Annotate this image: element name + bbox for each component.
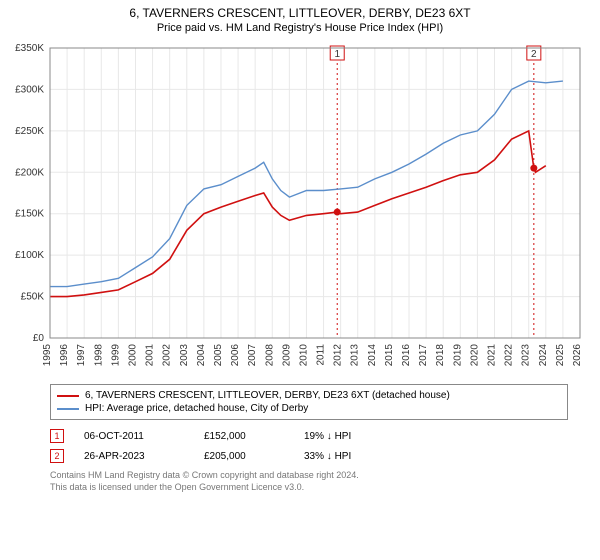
x-tick-label: 1997: [76, 344, 87, 367]
x-tick-label: 2000: [127, 344, 138, 367]
x-tick-label: 2020: [469, 344, 480, 367]
event-marker-1: 1: [50, 429, 64, 443]
x-tick-label: 1996: [59, 344, 70, 367]
x-tick-label: 2007: [247, 344, 258, 367]
x-tick-label: 2014: [367, 344, 378, 367]
x-tick-label: 2024: [538, 344, 549, 367]
x-tick-label: 2011: [316, 344, 327, 366]
legend-swatch-property: [57, 395, 79, 397]
legend-swatch-hpi: [57, 408, 79, 410]
chart-title: 6, TAVERNERS CRESCENT, LITTLEOVER, DERBY…: [0, 0, 600, 20]
x-tick-label: 2010: [298, 344, 309, 367]
x-tick-label: 2009: [281, 344, 292, 367]
event-box-label: 1: [334, 49, 340, 60]
events-table: 1 06-OCT-2011 £152,000 19% ↓ HPI 2 26-AP…: [50, 426, 568, 466]
x-tick-label: 2017: [418, 344, 429, 367]
footnote: Contains HM Land Registry data © Crown c…: [50, 470, 568, 493]
x-tick-label: 2025: [555, 344, 566, 367]
event-diff: 19% ↓ HPI: [304, 431, 404, 442]
event-box-label: 2: [531, 49, 537, 60]
x-tick-label: 1995: [42, 344, 53, 367]
x-tick-label: 2012: [333, 344, 344, 367]
x-tick-label: 2004: [196, 344, 207, 367]
event-date: 26-APR-2023: [84, 451, 184, 462]
event-diff: 33% ↓ HPI: [304, 451, 404, 462]
chart-subtitle: Price paid vs. HM Land Registry's House …: [0, 20, 600, 38]
x-tick-label: 2021: [487, 344, 498, 367]
plot-area: [50, 48, 580, 338]
event-price: £152,000: [204, 431, 284, 442]
legend-label: HPI: Average price, detached house, City…: [85, 403, 308, 414]
x-tick-label: 2003: [179, 344, 190, 367]
x-tick-label: 2026: [572, 344, 583, 367]
event-row: 2 26-APR-2023 £205,000 33% ↓ HPI: [50, 446, 568, 466]
x-tick-label: 2018: [435, 344, 446, 367]
x-tick-label: 2019: [452, 344, 463, 367]
y-tick-label: £300K: [15, 84, 44, 95]
legend-box: 6, TAVERNERS CRESCENT, LITTLEOVER, DERBY…: [50, 384, 568, 420]
y-tick-label: £350K: [15, 43, 44, 54]
event-price: £205,000: [204, 451, 284, 462]
x-tick-label: 2005: [213, 344, 224, 367]
event-date: 06-OCT-2011: [84, 431, 184, 442]
x-tick-label: 2002: [162, 344, 173, 367]
x-tick-label: 2023: [521, 344, 532, 367]
x-tick-label: 1999: [110, 344, 121, 367]
legend-label: 6, TAVERNERS CRESCENT, LITTLEOVER, DERBY…: [85, 390, 450, 401]
y-tick-label: £50K: [21, 292, 45, 303]
y-tick-label: £250K: [15, 126, 44, 137]
y-tick-label: £200K: [15, 167, 44, 178]
x-tick-label: 1998: [93, 344, 104, 367]
x-tick-label: 2022: [504, 344, 515, 367]
y-tick-label: £150K: [15, 209, 44, 220]
event-row: 1 06-OCT-2011 £152,000 19% ↓ HPI: [50, 426, 568, 446]
legend-item: HPI: Average price, detached house, City…: [57, 402, 561, 415]
y-tick-label: £0: [33, 333, 45, 344]
x-tick-label: 2015: [384, 344, 395, 367]
x-tick-label: 2001: [145, 344, 156, 367]
x-tick-label: 2013: [350, 344, 361, 367]
legend-item: 6, TAVERNERS CRESCENT, LITTLEOVER, DERBY…: [57, 389, 561, 402]
event-marker-2: 2: [50, 449, 64, 463]
price-chart: £0 £50K £100K £150K £200K £250K £300K £350K 1995…: [0, 38, 600, 378]
x-tick-label: 2016: [401, 344, 412, 367]
y-tick-label: £100K: [15, 250, 44, 261]
x-tick-label: 2008: [264, 344, 275, 367]
x-tick-label: 2006: [230, 344, 241, 367]
